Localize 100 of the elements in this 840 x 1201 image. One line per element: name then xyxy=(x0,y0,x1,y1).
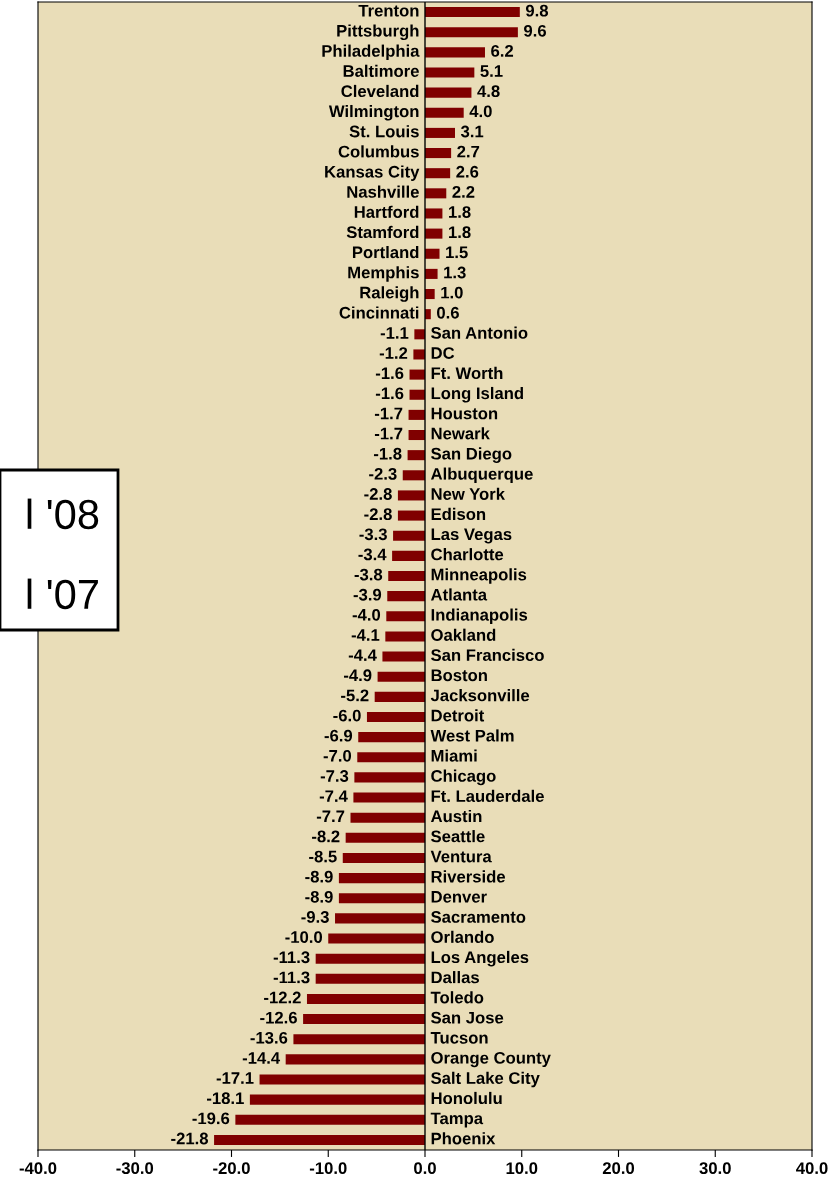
data-label: -2.3 xyxy=(369,467,397,480)
y-tick-label: Dallas xyxy=(431,971,479,984)
data-label: 2.2 xyxy=(452,186,475,198)
y-tick-label: Oakland xyxy=(431,628,496,641)
y-tick-label: Denver xyxy=(431,891,487,903)
bar xyxy=(382,651,425,662)
bar xyxy=(374,691,425,702)
data-label: 3.1 xyxy=(460,125,484,138)
data-label: 4.0 xyxy=(469,105,492,118)
bar xyxy=(409,369,425,380)
data-label: -3.8 xyxy=(354,568,383,581)
bar xyxy=(408,409,425,420)
y-tick-label: Ventura xyxy=(430,850,492,863)
y-tick-label: Wilmington xyxy=(328,104,419,121)
bar xyxy=(425,208,443,219)
annotation: l '08 xyxy=(27,498,99,530)
bar xyxy=(235,1114,425,1125)
data-label: -11.3 xyxy=(273,971,310,984)
bar xyxy=(357,752,425,763)
data-label: -5.2 xyxy=(341,689,369,702)
bar xyxy=(425,188,447,199)
y-tick-label: Newark xyxy=(431,427,490,440)
y-tick-label: Stamford xyxy=(346,225,419,239)
y-tick-label: Indianapolis xyxy=(431,608,528,625)
y-tick-label: Columbus xyxy=(338,145,419,158)
bar xyxy=(345,832,425,843)
bar xyxy=(425,168,451,179)
bar xyxy=(328,933,425,944)
data-label: -4.0 xyxy=(352,608,381,621)
bar xyxy=(350,812,425,823)
bar xyxy=(409,389,425,400)
bar xyxy=(214,1134,425,1145)
y-tick-label: Phoenix xyxy=(431,1132,496,1145)
bar xyxy=(385,631,425,642)
y-tick-label: Ft. Lauderdale xyxy=(431,789,544,803)
data-label: -8.5 xyxy=(309,850,337,863)
bar xyxy=(425,27,518,38)
bar xyxy=(425,107,464,118)
bar xyxy=(386,611,425,622)
y-tick-label: Cincinnati xyxy=(339,306,419,319)
data-label: -3.3 xyxy=(359,528,387,541)
bar xyxy=(293,1034,425,1045)
y-tick-label: San Francisco xyxy=(431,648,544,662)
data-label: -18.1 xyxy=(206,1092,244,1105)
data-label: -6.9 xyxy=(324,729,353,742)
x-tick-label: -30.0 xyxy=(116,1162,154,1175)
bar xyxy=(402,470,425,481)
y-tick-label: Long Island xyxy=(431,386,523,403)
data-label: 1.3 xyxy=(444,266,466,279)
y-tick-label: Salt Lake City xyxy=(431,1071,540,1088)
data-label: -11.3 xyxy=(273,951,310,964)
bar xyxy=(358,732,425,743)
y-tick-label: Houston xyxy=(431,407,498,420)
y-tick-label: Nashville xyxy=(347,185,419,198)
data-label: -2.8 xyxy=(364,488,392,500)
data-label: -1.2 xyxy=(379,347,408,359)
y-tick-label: San Antonio xyxy=(431,326,528,339)
data-label: -17.1 xyxy=(216,1072,254,1084)
data-label: -3.4 xyxy=(358,548,387,561)
data-label: 9.8 xyxy=(525,4,549,17)
y-tick-label: San Jose xyxy=(431,1011,504,1024)
y-tick-label: New York xyxy=(431,487,505,500)
y-tick-label: Memphis xyxy=(348,266,419,282)
y-tick-label: Pittsburgh xyxy=(337,24,419,41)
y-tick-label: Hartford xyxy=(354,205,419,218)
y-tick-label: West Palm xyxy=(430,729,514,742)
annotation: l '07 xyxy=(27,578,98,610)
data-label: -12.2 xyxy=(264,991,301,1004)
data-label: -9.3 xyxy=(301,911,329,923)
data-label: -12.6 xyxy=(260,1011,297,1024)
bar xyxy=(388,570,425,582)
data-label: -1.6 xyxy=(375,387,404,400)
y-tick-label: Portland xyxy=(352,245,419,259)
y-tick-label: Kansas City xyxy=(325,165,420,181)
data-label: 0.6 xyxy=(437,306,459,319)
y-tick-label: Baltimore xyxy=(343,64,419,77)
y-tick-label: Sacramento xyxy=(431,911,526,923)
y-tick-label: Toledo xyxy=(430,991,484,1004)
y-tick-label: Boston xyxy=(431,669,487,682)
y-tick-label: San Diego xyxy=(431,447,512,463)
bar xyxy=(397,510,425,521)
data-label: -4.4 xyxy=(348,649,377,661)
y-tick-label: Austin xyxy=(430,809,482,823)
y-tick-label: Cleveland xyxy=(341,84,419,98)
x-tick-label: -10.0 xyxy=(309,1162,347,1175)
data-label: -13.6 xyxy=(250,1031,288,1044)
bar xyxy=(387,591,425,602)
bar xyxy=(393,530,425,541)
y-tick-label: Atlanta xyxy=(430,588,488,601)
data-label: -7.3 xyxy=(320,770,349,782)
y-tick-label: Seattle xyxy=(431,830,485,843)
bar xyxy=(342,852,425,863)
data-label: -10.0 xyxy=(285,931,323,943)
bar xyxy=(414,329,425,340)
data-label: -7.4 xyxy=(319,790,348,802)
y-tick-label: DC xyxy=(431,347,455,359)
x-tick-label: -20.0 xyxy=(213,1162,250,1175)
bar xyxy=(397,490,425,501)
data-label: -14.4 xyxy=(242,1052,281,1064)
y-tick-label: Las Vegas xyxy=(431,528,512,544)
